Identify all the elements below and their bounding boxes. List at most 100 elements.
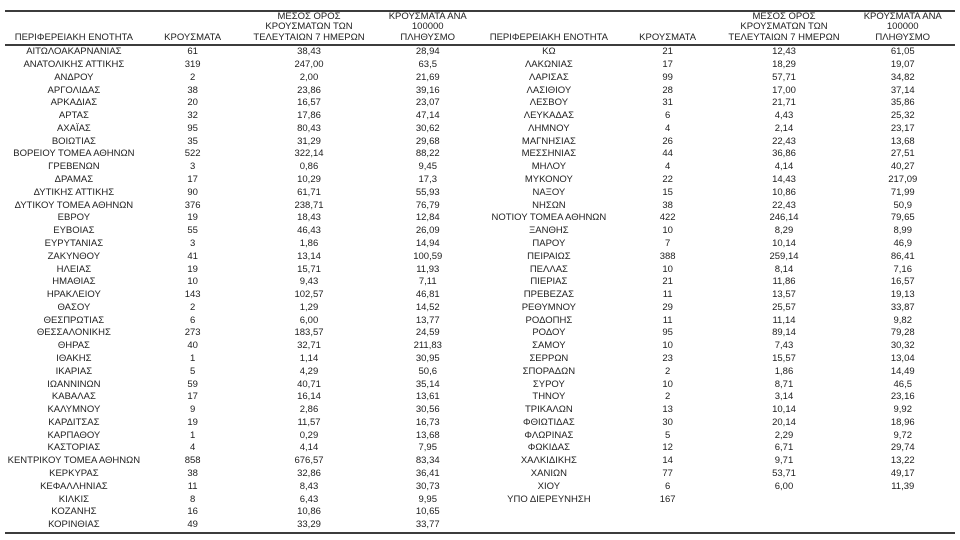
cases-value: 273 (184, 327, 201, 339)
per100k-value: 40,27 (890, 161, 915, 173)
avg7-value: 18,29 (772, 59, 796, 70)
header-avg7-right: ΜΕΣΟΣ ΟΡΟΣ ΚΡΟΥΣΜΑΤΩΝ ΤΩΝ ΤΕΛΕΥΤΑΙΩΝ 7 Η… (728, 11, 840, 43)
cases-value: 8 (189, 493, 196, 505)
avg7-value: 2,14 (774, 122, 794, 134)
cases-value: 14 (662, 455, 673, 467)
per100k-value: 37,14 (890, 84, 915, 96)
table-row: ΝΟΤΙΟΥ ΤΟΜΕΑ ΑΘΗΝΩΝ 422 246,14 79,65 (480, 212, 955, 225)
avg7-value: 10,14 (772, 237, 796, 249)
region-name: ΒΟΡΕΙΟΥ ΤΟΜΕΑ ΑΘΗΝΩΝ (13, 148, 135, 160)
avg7-value: 11,86 (772, 276, 796, 288)
per100k-value: 30,56 (415, 404, 440, 416)
per100k-value: 13,61 (415, 391, 440, 403)
per100k-value: 50,9 (893, 199, 913, 211)
region-name: ΘΕΣΠΡΩΤΙΑΣ (43, 314, 105, 326)
per100k-value: 9,72 (893, 429, 913, 441)
cases-value: 1 (189, 352, 196, 364)
per100k-value: 29,68 (415, 135, 440, 147)
avg7-value: 6,00 (299, 314, 319, 326)
cases-value: 61 (187, 46, 198, 58)
avg7-value: 89,14 (772, 327, 796, 339)
header-cases-left: ΚΡΟΥΣΜΑΤΑ (164, 31, 222, 43)
avg7-value: 31,29 (297, 135, 321, 147)
cases-value: 10 (187, 276, 198, 288)
region-name: ΕΒΡΟΥ (57, 212, 91, 224)
cases-value: 95 (187, 122, 198, 134)
cases-value: 28 (662, 84, 673, 96)
table-row: ΚΕΦΑΛΛΗΝΙΑΣ 11 8,43 30,73 (5, 481, 480, 494)
per100k-value: 11,39 (891, 480, 915, 492)
table-row: ΚΑΡΠΑΘΟΥ 1 0,29 13,68 (5, 430, 480, 443)
table-row: ΜΗΛΟΥ 4 4,14 40,27 (480, 161, 955, 174)
cases-value: 11 (187, 480, 198, 492)
table-row: ΘΕΣΣΑΛΟΝΙΚΗΣ 273 183,57 24,59 (5, 327, 480, 340)
cases-value: 522 (184, 148, 201, 160)
table-row: ΧΑΛΚΙΔΙΚΗΣ 14 9,71 13,22 (480, 455, 955, 468)
table-row: ΖΑΚΥΝΘΟΥ 41 13,14 100,59 (5, 251, 480, 264)
cases-value: 4 (664, 161, 671, 173)
region-name: ΛΕΥΚΑΔΑΣ (523, 110, 574, 122)
region-name: ΔΡΑΜΑΣ (54, 174, 94, 186)
cases-value: 15 (662, 186, 673, 198)
per100k-value: 46,5 (893, 378, 913, 390)
per100k-value: 211,83 (413, 340, 442, 352)
region-name: ΒΟΙΩΤΙΑΣ (51, 135, 96, 147)
per100k-value: 13,22 (890, 455, 915, 467)
per100k-value: 25,32 (890, 110, 915, 122)
avg7-value: 6,00 (774, 480, 794, 492)
region-name: ΣΠΟΡΑΔΩΝ (522, 365, 576, 377)
cases-value: 422 (659, 212, 676, 224)
per100k-value: 8,99 (893, 225, 913, 237)
avg7-value: 2,86 (299, 404, 319, 416)
table-row: ΕΒΡΟΥ 19 18,43 12,84 (5, 212, 480, 225)
avg7-value: 322,14 (294, 148, 324, 160)
cases-value: 7 (664, 237, 671, 249)
table-row: ΣΠΟΡΑΔΩΝ 2 1,86 14,49 (480, 366, 955, 379)
per100k-value: 7,95 (418, 442, 438, 454)
cases-value: 19 (187, 416, 198, 428)
per100k-value: 18,96 (890, 416, 915, 428)
region-name: ΘΑΣΟΥ (57, 301, 91, 313)
per100k-value: 9,82 (893, 314, 913, 326)
per100k-value: 86,41 (890, 250, 915, 262)
region-name: ΦΩΚΙΔΑΣ (527, 442, 570, 454)
per100k-value: 14,52 (415, 301, 440, 313)
per100k-value: 88,22 (415, 148, 440, 160)
table-row: ΠΙΕΡΙΑΣ 21 11,86 16,57 (480, 276, 955, 289)
region-name: ΧΑΛΚΙΔΙΚΗΣ (520, 455, 577, 467)
table-body-right: ΚΩ 21 12,43 61,05 ΛΑΚΩΝΙΑΣ 17 18,29 19,0… (480, 46, 955, 532)
cases-value: 35 (187, 135, 198, 147)
region-name: ΛΑΣΙΘΙΟΥ (526, 84, 572, 96)
region-name: ΞΑΝΘΗΣ (529, 225, 569, 237)
per100k-value: 36,41 (415, 468, 440, 479)
region-name: ΝΟΤΙΟΥ ΤΟΜΕΑ ΑΘΗΝΩΝ (491, 212, 607, 224)
table-row: ΧΑΝΙΩΝ 77 53,71 49,17 (480, 468, 955, 481)
table-row: ΚΑΒΑΛΑΣ 17 16,14 13,61 (5, 391, 480, 404)
table-row: ΜΕΣΣΗΝΙΑΣ 44 36,86 27,51 (480, 148, 955, 161)
per100k-value: 27,51 (890, 148, 915, 160)
cases-value: 11 (662, 314, 673, 326)
avg7-value: 13,14 (297, 250, 321, 262)
table-row: ΛΑΚΩΝΙΑΣ 17 18,29 19,07 (480, 59, 955, 72)
region-name: ΜΗΛΟΥ (531, 161, 567, 173)
table-row: ΠΕΙΡΑΙΩΣ 388 259,14 86,41 (480, 251, 955, 264)
header-avg7-left: ΜΕΣΟΣ ΟΡΟΣ ΚΡΟΥΣΜΑΤΩΝ ΤΩΝ ΤΕΛΕΥΤΑΙΩΝ 7 Η… (253, 11, 365, 43)
table-row: ΚΙΛΚΙΣ 8 6,43 9,95 (5, 494, 480, 507)
cases-value: 376 (184, 199, 201, 211)
cases-value: 10 (662, 340, 673, 352)
cases-value: 99 (662, 71, 673, 83)
table-row: ΙΘΑΚΗΣ 1 1,14 30,95 (5, 353, 480, 366)
cases-value: 17 (187, 391, 198, 403)
per100k-value: 30,73 (415, 480, 440, 492)
table-header-row: ΠΕΡΙΦΕΡΕΙΑΚΗ ΕΝΟΤΗΤΑ ΚΡΟΥΣΜΑΤΑ ΜΕΣΟΣ ΟΡΟ… (5, 11, 955, 47)
table-row: ΚΕΡΚΥΡΑΣ 38 32,86 36,41 (5, 468, 480, 481)
avg7-value: 8,71 (774, 378, 794, 390)
region-name: ΠΙΕΡΙΑΣ (530, 276, 568, 288)
region-name: ΚΕΡΚΥΡΑΣ (49, 468, 99, 479)
cases-value: 3 (189, 161, 196, 173)
cases-value: 319 (184, 59, 201, 70)
per100k-value: 79,65 (890, 212, 915, 224)
avg7-value: 33,29 (297, 519, 321, 531)
avg7-value: 11,57 (297, 416, 321, 428)
avg7-value: 13,57 (772, 289, 796, 301)
